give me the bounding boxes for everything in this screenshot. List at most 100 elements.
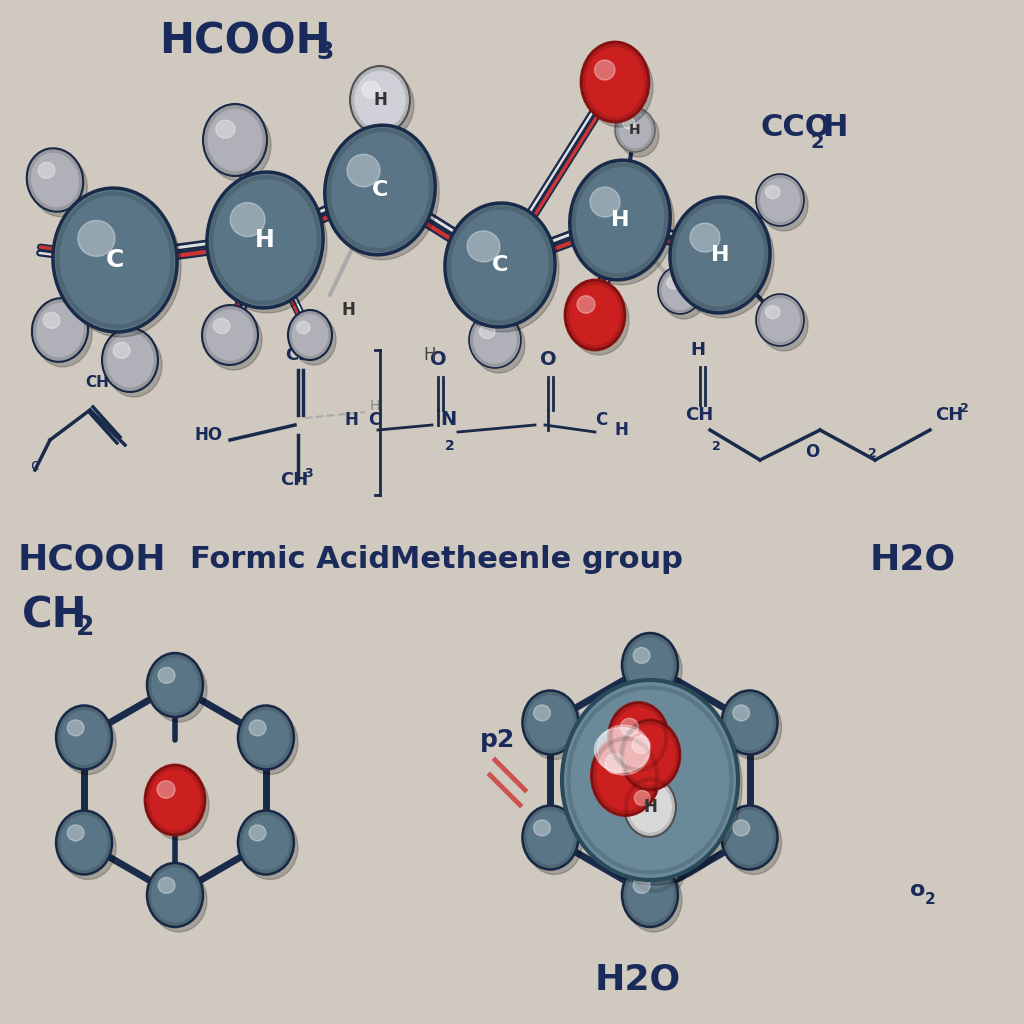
Ellipse shape xyxy=(639,850,655,863)
Text: CH: CH xyxy=(280,471,308,489)
Ellipse shape xyxy=(68,720,84,736)
Ellipse shape xyxy=(623,118,635,129)
Text: H: H xyxy=(629,123,641,137)
Ellipse shape xyxy=(534,705,551,721)
Text: H: H xyxy=(341,301,355,319)
Ellipse shape xyxy=(151,868,207,932)
Ellipse shape xyxy=(569,160,671,280)
Ellipse shape xyxy=(60,815,116,880)
Ellipse shape xyxy=(473,317,525,373)
Text: o: o xyxy=(910,880,926,900)
Ellipse shape xyxy=(526,811,583,874)
Ellipse shape xyxy=(206,310,262,370)
Text: 2: 2 xyxy=(810,132,823,152)
Text: N: N xyxy=(440,410,457,429)
Ellipse shape xyxy=(43,312,60,329)
Ellipse shape xyxy=(522,690,579,755)
Text: c: c xyxy=(30,458,39,473)
Ellipse shape xyxy=(562,680,738,880)
Text: CCO: CCO xyxy=(760,114,830,142)
Text: H: H xyxy=(345,411,358,429)
Ellipse shape xyxy=(230,203,265,237)
Text: H: H xyxy=(373,91,387,109)
Ellipse shape xyxy=(32,298,88,361)
Ellipse shape xyxy=(449,208,559,332)
Text: H: H xyxy=(370,399,380,413)
Ellipse shape xyxy=(202,305,258,365)
Ellipse shape xyxy=(662,271,706,319)
Ellipse shape xyxy=(592,735,659,815)
Ellipse shape xyxy=(151,658,207,722)
Ellipse shape xyxy=(526,695,583,760)
Ellipse shape xyxy=(722,690,777,755)
Ellipse shape xyxy=(102,328,158,392)
Text: CH: CH xyxy=(85,375,109,390)
Ellipse shape xyxy=(722,806,777,869)
Ellipse shape xyxy=(633,842,685,898)
Text: H: H xyxy=(255,228,274,252)
Ellipse shape xyxy=(565,280,625,350)
Text: H: H xyxy=(822,114,848,142)
Ellipse shape xyxy=(207,109,271,181)
Text: H: H xyxy=(711,245,729,265)
Text: 2: 2 xyxy=(712,440,721,453)
Text: 3: 3 xyxy=(103,371,111,381)
Ellipse shape xyxy=(147,863,203,927)
Ellipse shape xyxy=(626,638,682,702)
Ellipse shape xyxy=(362,81,380,98)
Ellipse shape xyxy=(60,711,116,774)
Text: 2: 2 xyxy=(76,615,94,641)
Ellipse shape xyxy=(297,322,310,334)
Text: Formic Acid: Formic Acid xyxy=(190,546,390,574)
Ellipse shape xyxy=(628,782,680,842)
Ellipse shape xyxy=(577,296,595,313)
Ellipse shape xyxy=(479,325,495,339)
Text: 3: 3 xyxy=(309,342,317,355)
Ellipse shape xyxy=(249,720,266,736)
Ellipse shape xyxy=(595,60,615,80)
Ellipse shape xyxy=(467,230,500,262)
Ellipse shape xyxy=(756,294,804,346)
Ellipse shape xyxy=(150,770,209,840)
Ellipse shape xyxy=(157,780,175,799)
Ellipse shape xyxy=(78,220,115,256)
Text: CH: CH xyxy=(685,406,714,424)
Ellipse shape xyxy=(469,312,521,368)
Ellipse shape xyxy=(53,188,177,332)
Text: C: C xyxy=(368,411,380,429)
Ellipse shape xyxy=(31,154,87,217)
Text: CH: CH xyxy=(666,743,691,762)
Ellipse shape xyxy=(595,727,649,772)
Text: 2: 2 xyxy=(445,439,455,453)
Text: 3: 3 xyxy=(304,467,312,480)
Ellipse shape xyxy=(624,777,676,837)
Ellipse shape xyxy=(766,306,780,318)
Text: 2: 2 xyxy=(925,893,936,907)
Ellipse shape xyxy=(354,71,414,139)
Ellipse shape xyxy=(38,163,55,178)
Ellipse shape xyxy=(581,42,649,122)
Text: C: C xyxy=(372,180,388,200)
Text: HO: HO xyxy=(195,426,223,444)
Text: H2O: H2O xyxy=(870,543,956,577)
Ellipse shape xyxy=(238,706,294,769)
Text: C: C xyxy=(105,248,124,272)
Ellipse shape xyxy=(56,706,112,769)
Text: O: O xyxy=(540,350,557,369)
Text: C: C xyxy=(595,411,607,429)
Ellipse shape xyxy=(635,791,650,806)
Ellipse shape xyxy=(585,47,653,127)
Ellipse shape xyxy=(620,720,680,790)
Ellipse shape xyxy=(27,148,83,212)
Ellipse shape xyxy=(624,725,684,795)
Ellipse shape xyxy=(158,878,175,893)
Ellipse shape xyxy=(350,66,410,134)
Ellipse shape xyxy=(445,203,555,327)
Text: H: H xyxy=(610,210,630,230)
Ellipse shape xyxy=(633,878,650,893)
Text: 2: 2 xyxy=(868,447,877,460)
Ellipse shape xyxy=(595,740,664,820)
Ellipse shape xyxy=(213,318,230,334)
Ellipse shape xyxy=(329,130,439,260)
Ellipse shape xyxy=(347,155,380,186)
